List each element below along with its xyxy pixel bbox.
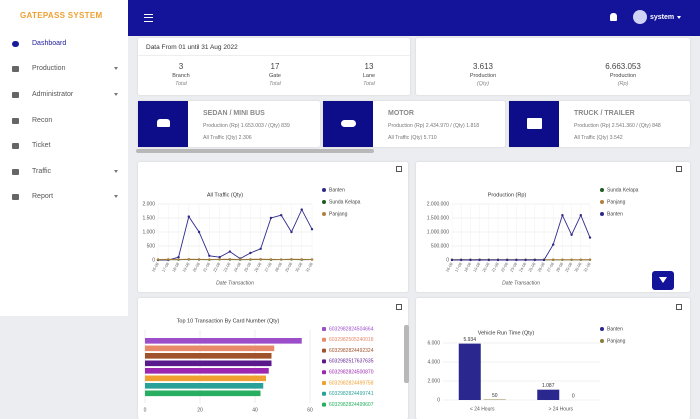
menu-label: Dashboard — [32, 40, 67, 47]
menu-item[interactable]: Production — [12, 65, 118, 72]
vehicle-traffic: All Traffic (Qty) 3.542 — [574, 135, 623, 141]
stat-label: Branch — [172, 73, 190, 79]
menu-item[interactable]: Administrator — [12, 91, 118, 98]
production-card: 3.613 Production (Qty) 6.663.053 Product… — [416, 38, 690, 95]
production-value: 6.663.053 — [605, 62, 641, 71]
menu-item[interactable]: Report — [12, 193, 118, 200]
user-name[interactable]: system — [650, 14, 675, 21]
chart-card — [138, 298, 408, 419]
menu-label: Administrator — [32, 91, 74, 98]
filter-button[interactable] — [652, 271, 674, 290]
vehicle-card: MOTOR Production (Rp) 2.434.970 / (Qty) … — [323, 101, 505, 147]
topbar: system — [128, 0, 700, 36]
stat-sub: Total — [363, 81, 375, 87]
stat-label: Gate — [269, 73, 281, 79]
menu-label: Production — [32, 65, 66, 72]
chart-card — [138, 162, 408, 292]
vehicle-title: SEDAN / MINI BUS — [203, 110, 265, 117]
expand-button[interactable] — [396, 166, 402, 172]
production-label: Production — [609, 73, 637, 79]
sidebar: GATEPASS SYSTEM Dashboard Production Adm… — [0, 0, 128, 316]
menu-label: Report — [32, 193, 54, 200]
vehicle-icon — [323, 101, 373, 147]
chart-card — [416, 298, 690, 419]
vehicle-card: TRUCK / TRAILER Production (Rp) 2.541.36… — [509, 101, 690, 147]
menu-item[interactable]: Recon — [12, 117, 52, 124]
vehicle-title: MOTOR — [388, 110, 414, 117]
menu-label: Recon — [32, 117, 53, 124]
menu-toggle[interactable] — [144, 14, 153, 22]
menu-label: Ticket — [32, 142, 51, 149]
horizontal-scrollbar[interactable] — [136, 149, 374, 153]
user-caret — [677, 16, 681, 19]
brand: GATEPASS SYSTEM — [20, 11, 103, 20]
vertical-scrollbar[interactable] — [404, 325, 409, 383]
menu-item[interactable]: Dashboard — [12, 40, 66, 47]
vehicle-production: Production (Rp) 2.541.360 / (Qty) 848 — [574, 123, 661, 129]
vehicle-icon — [138, 101, 188, 147]
expand-button[interactable] — [676, 304, 682, 310]
vehicle-title: TRUCK / TRAILER — [574, 110, 635, 117]
chart-card — [416, 162, 690, 292]
stat-label: Lane — [362, 73, 376, 79]
stat-value: 17 — [270, 62, 280, 71]
vehicle-traffic: All Traffic (Qty) 5.710 — [388, 135, 437, 141]
stat-value: 13 — [364, 62, 374, 71]
menu-item[interactable]: Traffic — [12, 168, 118, 175]
vehicle-production: Production (Rp) 1.653.003 / (Qty) 839 — [203, 123, 290, 129]
menu-label: Traffic — [32, 168, 52, 175]
avatar[interactable] — [633, 10, 647, 24]
stat-value: 3 — [178, 62, 184, 71]
vehicle-icon — [509, 101, 559, 147]
stat-sub: Total — [269, 81, 281, 87]
vehicle-production: Production (Rp) 2.434.970 / (Qty) 1.818 — [388, 123, 480, 129]
expand-button[interactable] — [676, 166, 682, 172]
menu-item[interactable]: Ticket — [12, 142, 50, 149]
production-value: 3.613 — [472, 62, 494, 71]
vehicle-traffic: All Traffic (Qty) 2.306 — [203, 135, 252, 141]
vehicle-card: SEDAN / MINI BUS Production (Rp) 1.653.0… — [138, 101, 320, 147]
period: Data From 01 until 31 Aug 2022 — [146, 44, 238, 51]
summary-card: Data From 01 until 31 Aug 2022 3 Branch … — [138, 38, 410, 95]
stat-sub: Total — [175, 81, 187, 87]
expand-button[interactable] — [396, 304, 402, 310]
production-sub: (Qty) — [476, 81, 490, 87]
notification-bell[interactable] — [610, 13, 617, 21]
production-label: Production — [469, 73, 497, 79]
production-sub: (Rp) — [617, 81, 629, 87]
